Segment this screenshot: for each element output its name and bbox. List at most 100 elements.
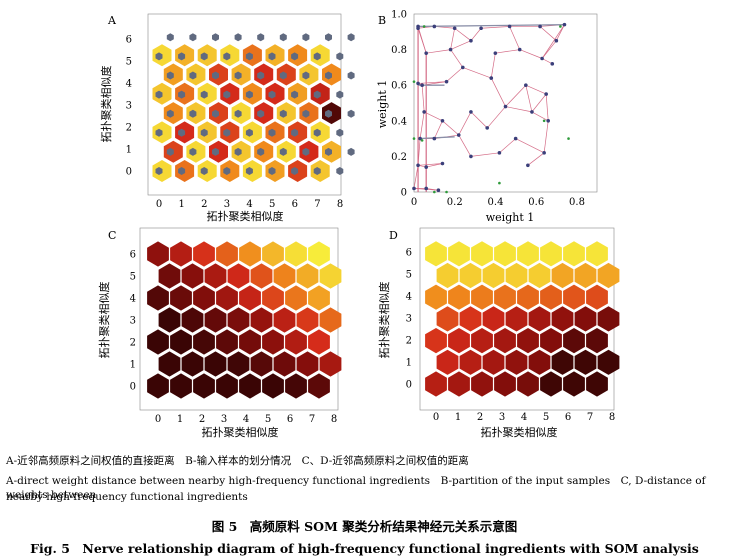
neuron-node (313, 90, 321, 99)
neuron-link (541, 24, 565, 59)
neuron-node (507, 24, 512, 29)
neuron-node (336, 128, 344, 137)
panel-a-letter: A (107, 14, 117, 27)
neuron-node (347, 147, 355, 156)
panel-b-y-ticks: 0 0.2 0.4 0.6 0.8 1.0 (391, 10, 407, 199)
hex-cell (482, 262, 505, 289)
panel-d-y-ticks: 0 1 2 3 4 5 6 (406, 248, 412, 391)
neuron-node (279, 109, 287, 118)
neuron-node (166, 109, 174, 118)
hex-cell (425, 284, 447, 310)
hex-cell (170, 373, 192, 399)
neuron-node (412, 186, 416, 191)
x-tick-label: 0 (411, 197, 417, 208)
neuron-node (530, 110, 534, 114)
y-tick-label: 0.4 (391, 116, 407, 127)
panel-b-axes (413, 13, 598, 193)
neuron-link (419, 111, 425, 139)
neuron-link (470, 28, 482, 41)
neuron-node (554, 38, 559, 43)
neuron-node (234, 147, 242, 156)
hex-cell (193, 329, 215, 355)
y-tick-label: 0 (401, 188, 407, 199)
hex-cell (216, 329, 238, 355)
hex-cell (551, 349, 574, 375)
neuron-node (444, 79, 449, 84)
neuron-node (291, 90, 299, 99)
x-tick-label: 2 (201, 199, 207, 210)
neuron-node (234, 109, 242, 118)
hex-cell (204, 351, 227, 377)
hex-cell (551, 306, 574, 332)
neuron-node (245, 167, 253, 175)
neuron-node (200, 167, 208, 175)
hex-cell (273, 263, 296, 289)
neuron-node (166, 71, 174, 80)
y-tick-label: 3 (406, 314, 412, 325)
neuron-node (279, 71, 287, 80)
y-tick-label: 1 (130, 360, 136, 371)
panel-b-ylabel: weight 1 (376, 80, 389, 129)
neuron-node (424, 186, 429, 191)
hex-cell (296, 307, 319, 333)
hex-cell (448, 241, 470, 267)
x-tick-label: 6 (565, 412, 571, 423)
hex-cell (262, 373, 284, 399)
neuron-node (544, 92, 548, 96)
neuron-node (550, 62, 555, 66)
neuron-link (509, 26, 521, 50)
neuron-link (470, 152, 500, 157)
neuron-node (416, 26, 420, 31)
hex-cell (250, 351, 273, 377)
hex-cell (436, 306, 459, 332)
figure-note-line-1: A-近邻高频原料之间权值的直接距离 B-输入样本的划分情况 C、D-近邻高频原料… (6, 455, 469, 467)
neuron-link (539, 26, 557, 41)
neuron-node (524, 83, 528, 87)
neuron-link (481, 26, 510, 29)
neuron-node (440, 119, 445, 123)
neuron-node (189, 147, 197, 156)
neuron-node (212, 147, 219, 156)
x-tick-label: 3 (499, 412, 505, 423)
neuron-node (302, 33, 310, 42)
hex-cell (425, 328, 447, 354)
hex-cell (563, 284, 585, 310)
hex-cell (147, 373, 169, 399)
hex-cell (574, 306, 597, 332)
hex-cell (597, 349, 620, 375)
y-tick-label: 0 (406, 380, 412, 391)
hex-cell (216, 241, 238, 267)
x-tick-label: 5 (265, 414, 271, 425)
neuron-link (418, 163, 443, 166)
panel-b-letter: B (378, 14, 386, 27)
neuron-node (245, 128, 253, 137)
neuron-node (245, 90, 253, 99)
x-tick-label: 6 (287, 414, 293, 425)
panel-a-node-grid (155, 33, 355, 175)
hex-cell (262, 329, 284, 355)
hex-cell (193, 241, 215, 267)
neuron-node (279, 147, 287, 156)
neuron-node (540, 56, 544, 61)
neuron-link (450, 49, 464, 68)
neuron-node (526, 163, 530, 168)
panel-d-xlabel: 拓扑聚类相似度 (481, 425, 558, 439)
panel-d: D 0 1 2 3 4 5 6 7 8 0 1 2 3 4 5 6 拓扑聚类相似度 拓扑聚类相似度 (377, 227, 620, 439)
hex-cell (425, 241, 447, 267)
hex-cell (250, 307, 273, 333)
hex-cell (158, 263, 181, 289)
panel-a-x-ticks: 0 1 2 3 4 5 6 7 8 (156, 199, 343, 210)
panel-c-y-ticks: 0 1 2 3 4 5 6 (130, 250, 136, 393)
x-tick-label: 1 (178, 199, 184, 210)
hex-cell (540, 371, 562, 397)
hex-cell (308, 241, 330, 267)
y-tick-label: 1 (406, 358, 412, 369)
x-tick-label: 0 (156, 199, 162, 210)
panel-d-ylabel: 拓扑聚类相似度 (377, 282, 391, 359)
neuron-node (155, 167, 163, 175)
hex-cell (528, 262, 551, 289)
neuron-node (178, 167, 186, 175)
panel-d-letter: D (389, 229, 398, 242)
x-tick-label: 0 (433, 412, 439, 423)
y-tick-label: 1.0 (391, 10, 407, 21)
